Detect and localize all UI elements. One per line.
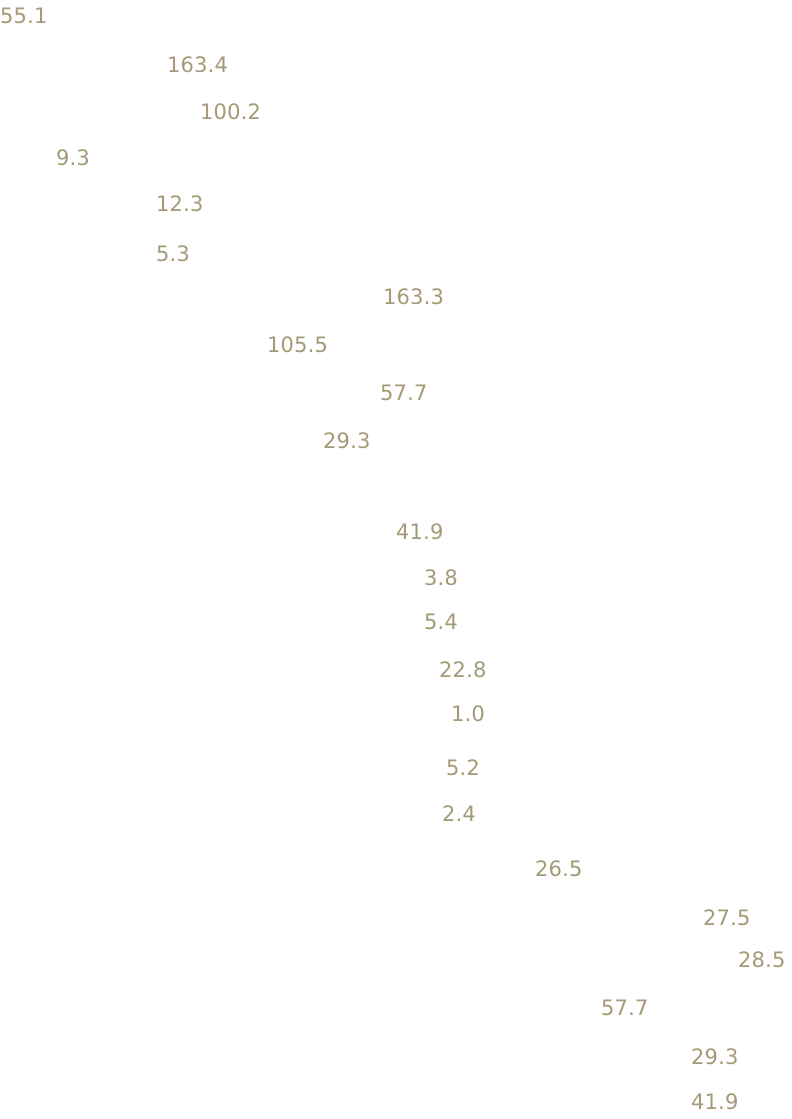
- value-label: 29.3: [323, 429, 371, 453]
- value-label: 163.3: [383, 285, 445, 309]
- value-label: 28.5: [738, 948, 786, 972]
- value-label: 22.8: [439, 658, 487, 682]
- value-label: 41.9: [396, 520, 444, 544]
- value-label: 105.5: [267, 333, 329, 357]
- value-label: 1.0: [451, 702, 485, 726]
- value-label: 5.3: [156, 242, 190, 266]
- value-label: 57.7: [601, 996, 649, 1020]
- value-label: 26.5: [535, 857, 583, 881]
- value-label: 29.3: [691, 1045, 739, 1069]
- value-label: 9.3: [56, 146, 90, 170]
- value-label: 27.5: [703, 906, 751, 930]
- value-label: 57.7: [380, 381, 428, 405]
- value-label: 3.8: [424, 566, 458, 590]
- value-label: 5.2: [446, 756, 480, 780]
- value-label: 2.4: [442, 802, 476, 826]
- value-label: 41.9: [691, 1090, 739, 1114]
- value-label: 100.2: [200, 100, 262, 124]
- value-label: 5.4: [424, 610, 458, 634]
- value-label: 163.4: [167, 53, 229, 77]
- value-label: 55.1: [0, 4, 48, 28]
- value-label: 12.3: [156, 192, 204, 216]
